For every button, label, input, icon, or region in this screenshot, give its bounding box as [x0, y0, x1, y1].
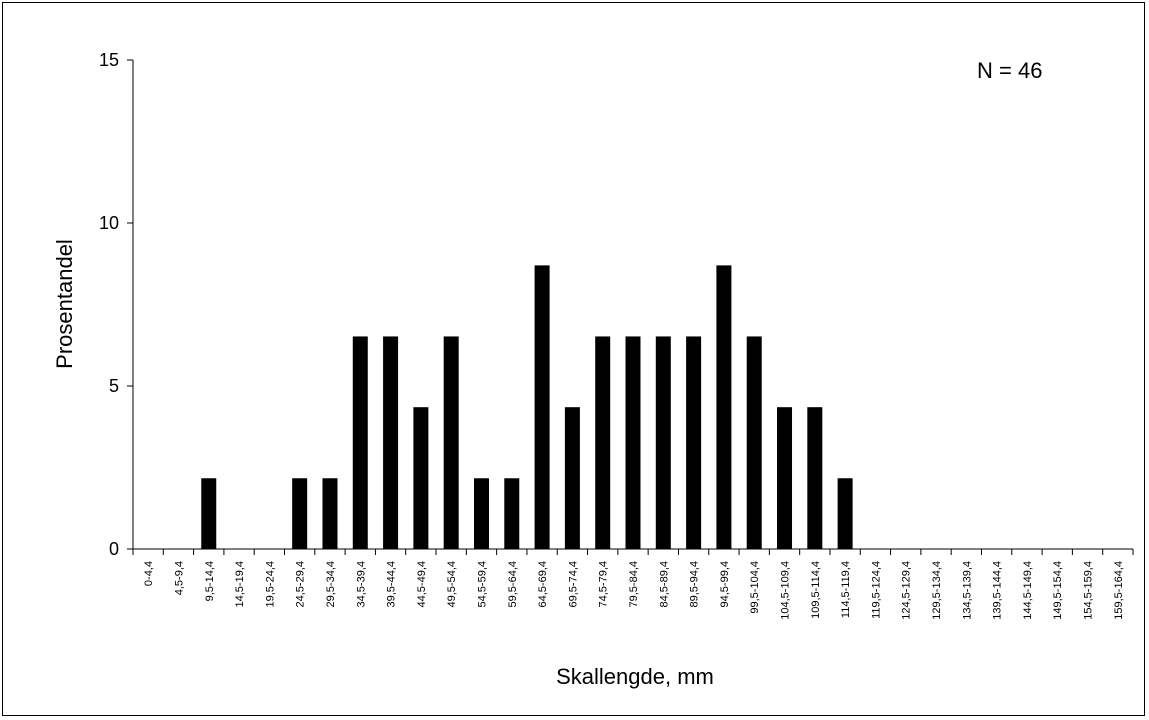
x-tick-label: 59,5-64,4 — [507, 561, 519, 607]
x-tick-label: 64,5-69,4 — [537, 561, 549, 607]
x-tick-label: 99,5-104,4 — [749, 561, 761, 614]
bar — [292, 478, 308, 549]
x-tick-label: 104,5-109,4 — [780, 561, 792, 620]
bar — [383, 336, 399, 549]
bar — [807, 407, 823, 549]
x-tick-label: 149,5-154,4 — [1052, 561, 1064, 620]
x-tick-label: 129,5-134,4 — [931, 561, 943, 620]
x-tick-label: 84,5-89,4 — [658, 561, 670, 607]
x-tick-label: 0-4,4 — [143, 561, 155, 586]
x-tick-label: 79,5-84,4 — [628, 561, 640, 607]
y-tick-label: 0 — [109, 539, 119, 559]
bar — [746, 336, 762, 549]
x-tick-label: 14,5-19,4 — [234, 561, 246, 607]
x-tick-label: 34,5-39,4 — [355, 561, 367, 607]
bar — [534, 265, 550, 549]
y-tick-label: 15 — [99, 50, 119, 70]
x-ticks-group: 0-4,4 4,5-9,4 9,5-14,4 14,5-19,4 19,5-24,4 24… — [132, 549, 1134, 620]
bar — [686, 336, 702, 549]
bar — [777, 407, 793, 549]
bar — [716, 265, 732, 549]
x-tick-label: 69,5-74,4 — [567, 561, 579, 607]
x-tick-label: 44,5-49,4 — [416, 561, 428, 607]
axes-group — [132, 60, 1133, 550]
x-tick-label: 54,5-59,4 — [476, 561, 488, 607]
x-tick-label: 134,5-139,4 — [961, 561, 973, 620]
y-tick-label: 10 — [99, 213, 119, 233]
x-tick-label: 4,5-9,4 — [173, 561, 185, 595]
x-tick-label: 154,5-159,4 — [1083, 561, 1095, 620]
x-tick-label: 89,5-94,4 — [689, 561, 701, 607]
x-tick-label: 74,5-79,4 — [598, 561, 610, 607]
y-tick-label: 5 — [109, 376, 119, 396]
bar — [473, 478, 489, 549]
bar — [564, 407, 580, 549]
x-tick-label: 39,5-44,4 — [386, 561, 398, 607]
x-tick-label: 144,5-149,4 — [1022, 561, 1034, 620]
bar — [625, 336, 641, 549]
x-tick-label: 19,5-24,4 — [264, 561, 276, 607]
x-tick-label: 159,5-164,4 — [1113, 561, 1125, 620]
x-tick-label: 94,5-99,4 — [719, 561, 731, 607]
x-tick-label: 9,5-14,4 — [204, 561, 216, 601]
bars-group — [201, 265, 853, 549]
x-tick-label: 124,5-129,4 — [901, 561, 913, 620]
bar — [837, 478, 853, 549]
bar — [443, 336, 459, 549]
y-ticks-group: 0 5 10 15 — [99, 50, 133, 559]
bar — [352, 336, 368, 549]
x-tick-label: 114,5-119,4 — [840, 561, 852, 618]
x-tick-label: 29,5-34,4 — [325, 561, 337, 607]
bar — [413, 407, 429, 549]
sample-size-annotation: N = 46 — [977, 58, 1042, 83]
x-tick-label: 119,5-124,4 — [870, 561, 882, 619]
bar — [322, 478, 338, 549]
bar — [655, 336, 671, 549]
x-tick-label: 109,5-114,4 — [810, 561, 822, 619]
x-tick-label: 24,5-29,4 — [295, 561, 307, 607]
x-axis-title: Skallengde, mm — [556, 664, 714, 689]
bar — [504, 478, 520, 549]
y-axis-title: Prosentandel — [52, 239, 77, 369]
x-tick-label: 49,5-54,4 — [446, 561, 458, 607]
x-tick-label: 139,5-144,4 — [992, 561, 1004, 620]
bar — [595, 336, 611, 549]
bar — [201, 478, 217, 549]
